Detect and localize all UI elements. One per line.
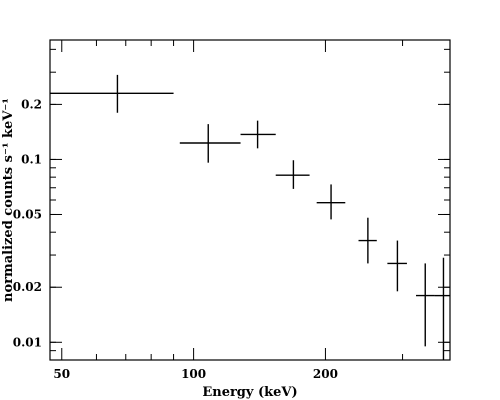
x-tick-label: 100: [181, 367, 206, 381]
y-tick-label: 0.02: [13, 280, 42, 294]
y-tick-label: 0.1: [21, 152, 42, 166]
plot-frame: [49, 39, 451, 361]
y-tick-label: 0.05: [13, 207, 42, 221]
axis-ticks: [50, 40, 450, 361]
data-point: [416, 263, 435, 347]
y-tick-label: 0.01: [13, 335, 42, 349]
x-tick-label: 200: [313, 367, 338, 381]
data-points: [50, 74, 450, 360]
data-point: [275, 160, 310, 189]
data-point: [316, 184, 346, 220]
y-tick-label: 0.2: [21, 97, 42, 111]
y-axis-label: normalized counts s⁻¹ keV⁻¹: [1, 98, 16, 302]
data-point: [358, 217, 377, 264]
x-axis-label: Energy (keV): [202, 385, 297, 400]
data-point: [50, 74, 174, 113]
x-tick-labels: 50 100 200: [53, 367, 338, 381]
y-tick-labels: 0.01 0.02 0.05 0.1 0.2: [13, 97, 42, 349]
data-point: [434, 257, 450, 360]
data-point: [179, 124, 241, 163]
data-point: [240, 120, 276, 149]
data-point: [387, 240, 407, 292]
x-tick-label: 50: [53, 367, 70, 381]
